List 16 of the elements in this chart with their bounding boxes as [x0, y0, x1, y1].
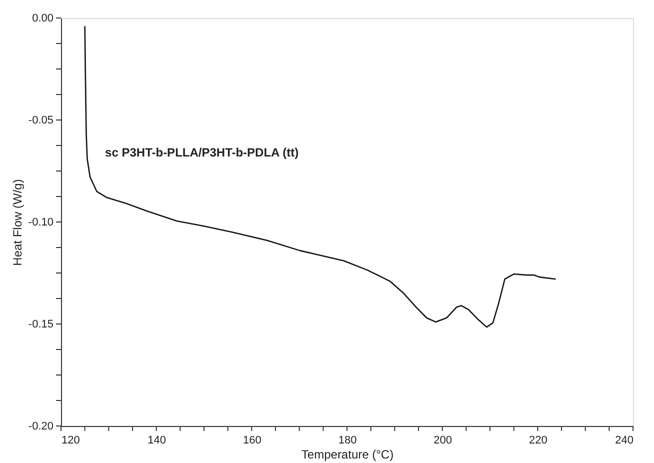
y-axis-title: Heat Flow (W/g) [10, 179, 24, 266]
line-series [84, 26, 556, 328]
y-tick-label: -0.15 [28, 318, 54, 330]
x-tick-label: 200 [434, 434, 452, 446]
x-tick-label: 120 [62, 434, 80, 446]
y-tick-label: -0.10 [28, 216, 54, 228]
x-tick-label: 240 [615, 434, 634, 446]
x-tick-label: 180 [338, 434, 357, 446]
annotation: sc P3HT-b-PLLA/P3HT-b-PDLA (tt) [105, 146, 299, 160]
x-tick-label: 160 [242, 434, 262, 446]
y-tick-label: -0.20 [28, 420, 54, 432]
y-tick-label: 0.00 [32, 12, 54, 24]
x-axis-title: Temperature (°C) [301, 448, 394, 462]
x-tick-label: 140 [148, 434, 166, 446]
y-tick-label: -0.05 [28, 114, 54, 126]
x-tick-label: 220 [528, 434, 548, 446]
